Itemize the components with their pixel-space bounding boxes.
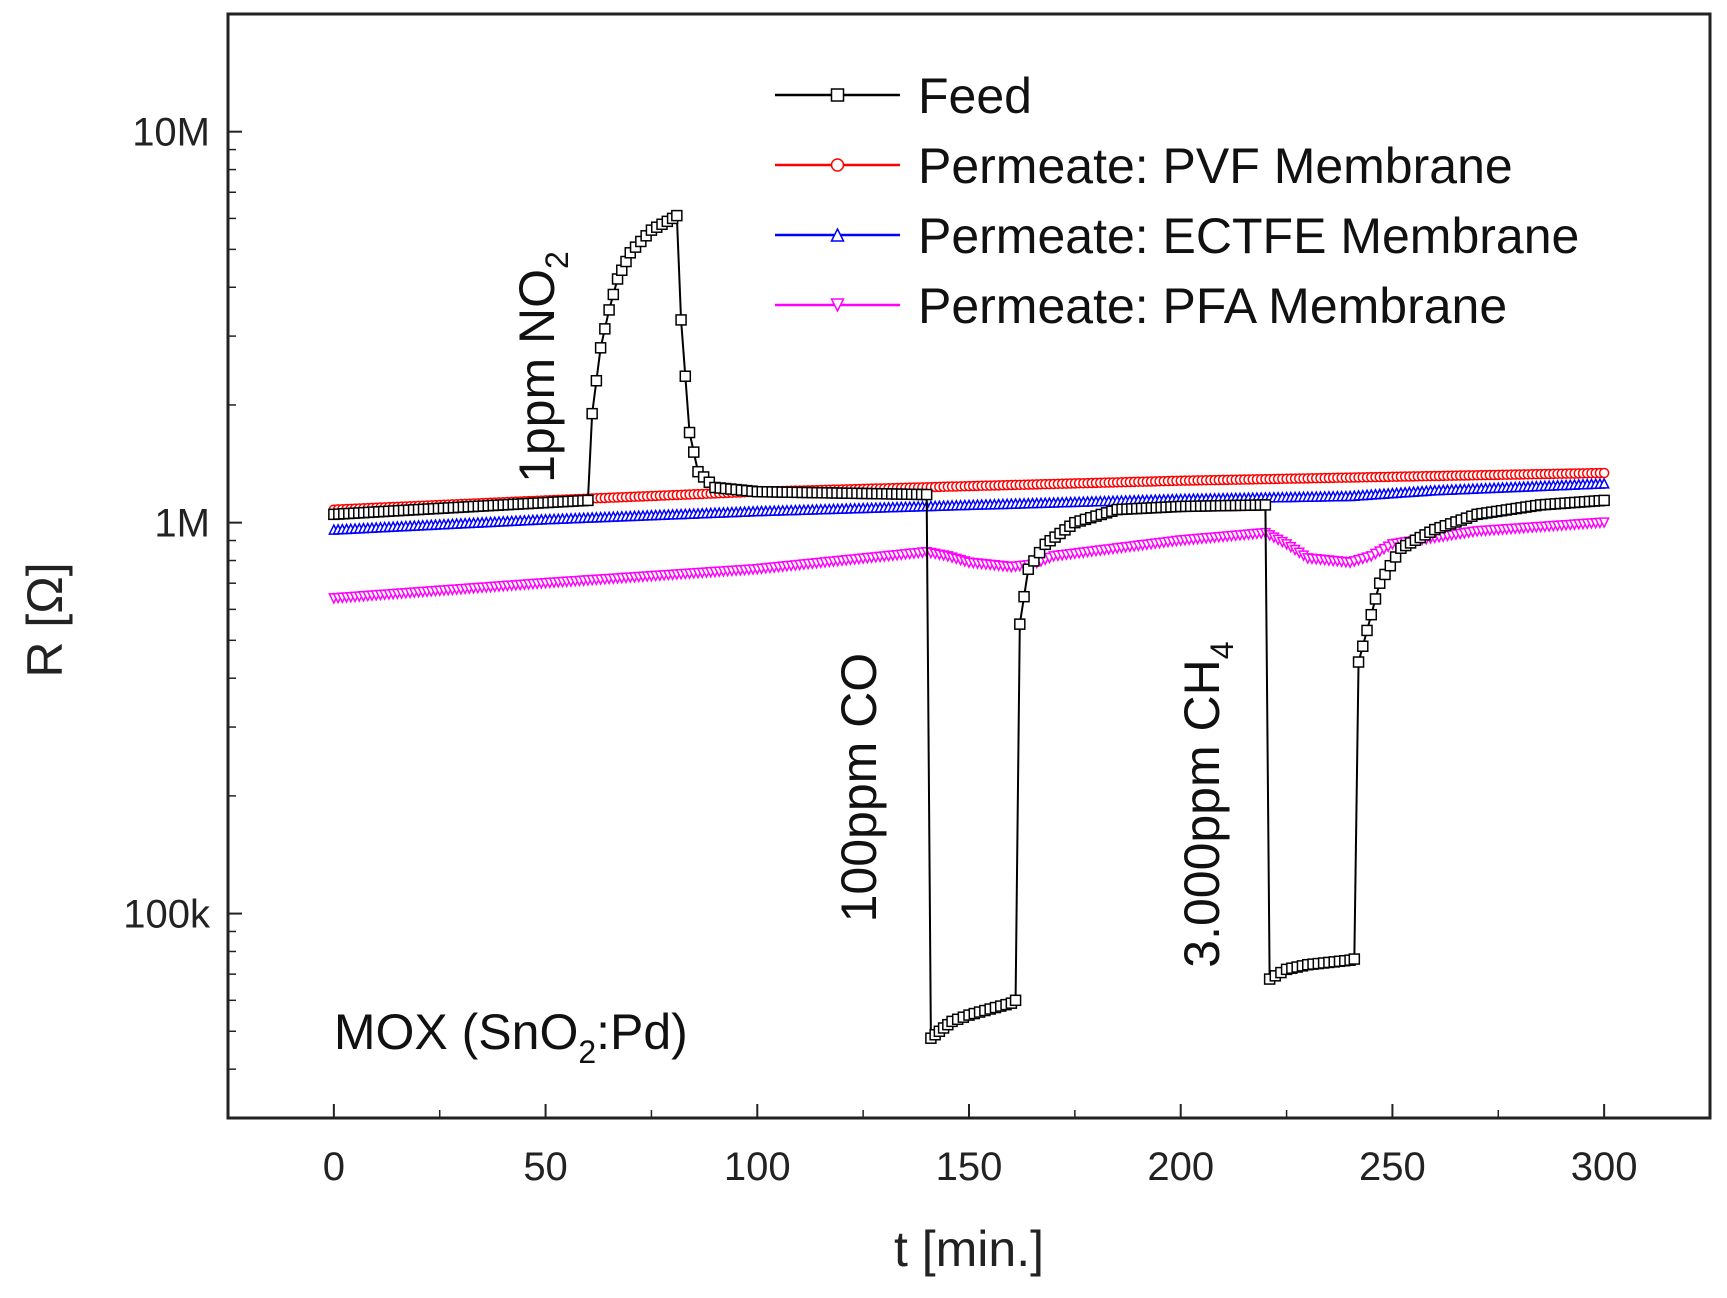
legend-marker xyxy=(830,298,845,313)
series-feed xyxy=(328,209,1610,1044)
data-point xyxy=(675,314,687,326)
data-point xyxy=(1352,656,1365,668)
legend-label: Permeate: PVF Membrane xyxy=(918,138,1513,194)
x-tick-label: 0 xyxy=(323,1145,345,1189)
annotation-main: 100ppm CO xyxy=(831,653,887,923)
axis-ticks: 0 50 100 150 200 250 300 100k 1M 10M xyxy=(123,13,1711,1189)
data-point xyxy=(1598,477,1610,489)
legend-item: Feed xyxy=(775,68,1032,124)
series-permeate-pfa-membrane xyxy=(328,517,1610,605)
data-point xyxy=(1357,640,1369,652)
annotation-text: 3.000ppm CH4 xyxy=(1174,641,1240,967)
legend: Feed Permeate: PVF Membrane Permeate: ECTF… xyxy=(775,68,1579,334)
x-tick-label: 250 xyxy=(1359,1145,1426,1189)
data-point xyxy=(1361,624,1373,637)
data-point xyxy=(683,426,696,439)
legend-item: Permeate: ECTFE Membrane xyxy=(775,208,1579,264)
data-point xyxy=(586,407,598,420)
x-tick-label: 150 xyxy=(936,1145,1003,1189)
data-point xyxy=(688,446,700,458)
x-tick-label: 300 xyxy=(1571,1145,1638,1189)
data-point xyxy=(1018,590,1030,603)
x-tick-label: 100 xyxy=(724,1145,791,1189)
legend-label: Permeate: PFA Membrane xyxy=(918,278,1507,334)
data-point xyxy=(1348,953,1361,965)
annotation-subscript: 2 xyxy=(578,1034,596,1070)
data-point xyxy=(671,209,683,222)
legend-marker xyxy=(830,88,845,102)
annotation-suffix: :Pd) xyxy=(596,1004,688,1060)
y-axis-title: R [Ω] xyxy=(17,562,73,677)
data-point xyxy=(1014,618,1026,630)
data-point xyxy=(1365,608,1378,621)
data-point xyxy=(590,374,603,387)
x-tick-label: 50 xyxy=(523,1145,568,1189)
annotation-text: 1ppm NO2 xyxy=(509,251,575,483)
series-layer xyxy=(328,209,1610,1044)
annotation-main: 1ppm NO xyxy=(509,269,565,483)
data-point xyxy=(1598,517,1610,529)
annotation-main: MOX (SnO xyxy=(334,1004,578,1060)
annotation-text: 100ppm CO xyxy=(831,653,887,923)
data-point xyxy=(1009,994,1022,1007)
data-point xyxy=(1369,593,1382,605)
annotation-subscript: 2 xyxy=(539,251,575,269)
data-point xyxy=(679,370,692,382)
data-point xyxy=(607,288,620,301)
data-point xyxy=(603,304,615,316)
legend-label: Feed xyxy=(918,68,1032,124)
legend-label: Permeate: ECTFE Membrane xyxy=(918,208,1579,264)
legend-marker xyxy=(830,158,845,172)
x-tick-label: 200 xyxy=(1147,1145,1214,1189)
annotation-text: MOX (SnO2:Pd) xyxy=(334,1004,688,1070)
series-permeate-ectfe-membrane xyxy=(328,477,1610,535)
annotation-subscript: 4 xyxy=(1204,641,1240,659)
data-point xyxy=(594,342,607,354)
y-tick-label: 100k xyxy=(123,893,211,937)
x-axis-title: t [min.] xyxy=(894,1221,1044,1277)
data-point xyxy=(1259,499,1272,511)
data-point xyxy=(1598,494,1610,507)
legend-marker xyxy=(830,227,845,242)
y-tick-label: 1M xyxy=(154,502,210,546)
legend-item: Permeate: PVF Membrane xyxy=(775,138,1513,194)
data-point xyxy=(920,488,933,501)
legend-item: Permeate: PFA Membrane xyxy=(775,278,1507,334)
y-tick-label: 10M xyxy=(132,111,210,155)
data-point xyxy=(599,323,611,335)
annotation-main: 3.000ppm CH xyxy=(1174,659,1230,968)
data-point xyxy=(582,494,594,507)
data-point xyxy=(1598,467,1610,479)
